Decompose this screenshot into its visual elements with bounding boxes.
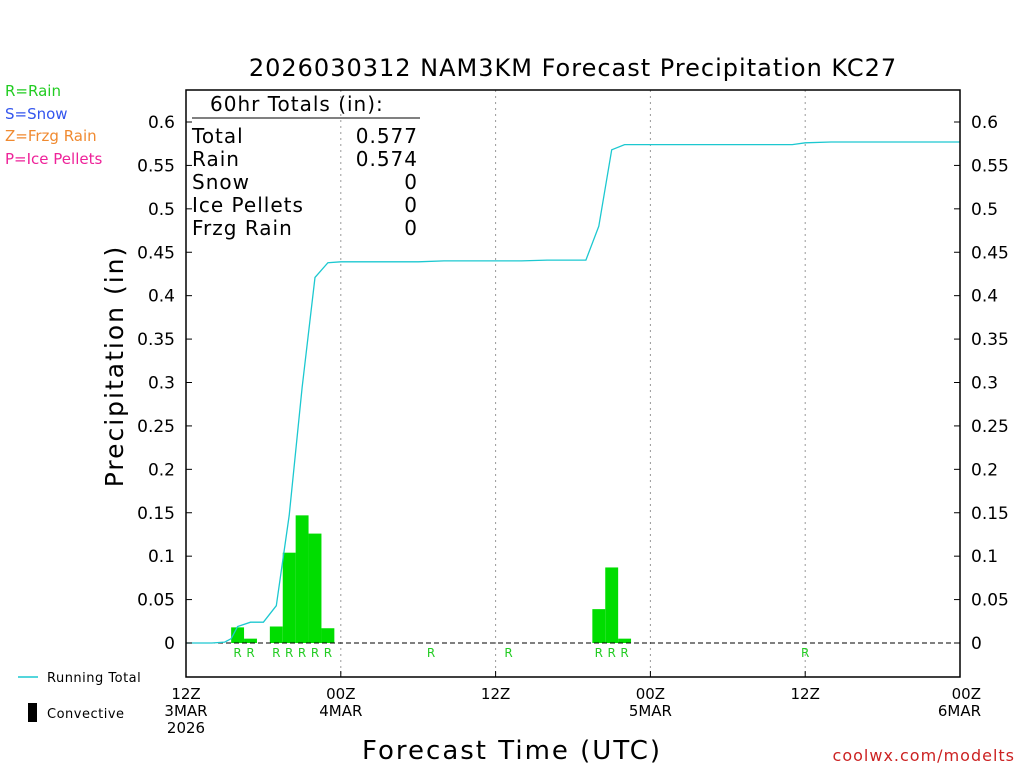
x-tick-label-12h-1: 4MAR xyxy=(319,702,362,720)
x-tick-label-0h-0: 12Z xyxy=(171,685,200,703)
totals-heading: 60hr Totals (in): xyxy=(210,92,384,116)
totals-value-snow: 0 xyxy=(404,170,418,194)
x-axis-label: Forecast Time (UTC) xyxy=(362,736,662,766)
legend-frzg-rain: Z=Frzg Rain xyxy=(5,127,97,145)
y-tick-label-left-0.05: 0.05 xyxy=(137,591,175,611)
x-tick-label-0h-1: 3MAR xyxy=(164,702,207,720)
precip-type-mark-25h: R xyxy=(504,646,512,660)
y-tick-label-right-0: 0 xyxy=(971,634,982,654)
y-tick-label-left-0.6: 0.6 xyxy=(148,113,175,133)
precip-bar-34h xyxy=(618,638,632,643)
precip-type-mark-19h: R xyxy=(427,646,435,660)
x-tick-label-48h-0: 12Z xyxy=(791,685,820,703)
y-tick-label-right-0.1: 0.1 xyxy=(971,547,998,567)
y-tick-label-left-0.55: 0.55 xyxy=(137,156,175,176)
totals-label-rain: Rain xyxy=(192,147,240,171)
precip-bar-10h xyxy=(308,533,322,643)
bar-series xyxy=(231,515,632,643)
y-tick-label-left-0.35: 0.35 xyxy=(137,330,175,350)
credit-text: coolwx.com/modelts xyxy=(833,746,1015,765)
y-axis-label: Precipitation (in) xyxy=(100,245,129,488)
y-tick-label-left-0.4: 0.4 xyxy=(148,287,175,307)
y-tick-label-left-0.15: 0.15 xyxy=(137,504,175,524)
x-tick-label-60h-0: 00Z xyxy=(952,685,981,703)
totals-label-snow: Snow xyxy=(192,170,250,194)
y-ticks-right: 0 0.05 0.1 0.15 0.2 0.25 0.3 0.35 0.4 0.45 0.5 0.55… xyxy=(954,113,1009,654)
precip-type-mark-5h: R xyxy=(246,646,254,660)
totals-value-total: 0.577 xyxy=(356,124,418,148)
precip-bar-33h xyxy=(605,567,619,643)
legend-rain: R=Rain xyxy=(5,82,61,100)
x-tick-label-0h-2: 2026 xyxy=(167,719,205,737)
plot-frame xyxy=(185,89,961,678)
x-tick-label-60h-1: 6MAR xyxy=(938,702,981,720)
precip-type-mark-4h: R xyxy=(233,646,241,660)
precip-bar-32h xyxy=(592,609,606,643)
totals-value-frzg-rain: 0 xyxy=(404,216,418,240)
totals-box: 60hr Totals (in): Total 0.577 Rain 0.574… xyxy=(191,92,420,240)
legend-running-total: Running Total xyxy=(47,671,141,686)
y-tick-label-right-0.05: 0.05 xyxy=(971,591,1009,611)
y-tick-label-right-0.15: 0.15 xyxy=(971,504,1009,524)
legend-convective: Convective xyxy=(47,707,125,722)
precip-type-mark-34h: R xyxy=(620,646,628,660)
y-tick-label-left-0.5: 0.5 xyxy=(148,200,175,220)
y-tick-label-left-0.25: 0.25 xyxy=(137,417,175,437)
precip-type-mark-48h: R xyxy=(801,646,809,660)
totals-label-total: Total xyxy=(191,124,244,148)
y-tick-label-left-0.45: 0.45 xyxy=(137,243,175,263)
chart-title: 2026030312 NAM3KM Forecast Precipitation… xyxy=(249,54,897,82)
precip-bar-9h xyxy=(295,515,309,643)
y-tick-label-right-0.25: 0.25 xyxy=(971,417,1009,437)
y-tick-label-left-0.2: 0.2 xyxy=(148,460,175,480)
precip-type-mark-8h: R xyxy=(285,646,293,660)
precip-bar-5h xyxy=(244,638,257,643)
y-tick-label-right-0.45: 0.45 xyxy=(971,243,1009,263)
legend-snow: S=Snow xyxy=(5,105,68,123)
y-tick-label-left-0: 0 xyxy=(164,634,175,654)
x-tick-label-12h-0: 00Z xyxy=(326,685,355,703)
precip-type-mark-10h: R xyxy=(311,646,319,660)
y-tick-label-right-0.4: 0.4 xyxy=(971,287,998,307)
precip-type-legend: R=Rain S=Snow Z=Frzg Rain P=Ice Pellets xyxy=(5,82,102,168)
totals-label-ice-pellets: Ice Pellets xyxy=(192,193,304,217)
x-tick-label-24h-0: 12Z xyxy=(481,685,510,703)
precip-bar-8h xyxy=(282,552,296,643)
y-tick-label-right-0.3: 0.3 xyxy=(971,374,998,394)
totals-label-frzg-rain: Frzg Rain xyxy=(192,216,293,240)
precip-type-mark-7h: R xyxy=(272,646,280,660)
grid-lines xyxy=(340,90,806,677)
precip-type-mark-32h: R xyxy=(595,646,603,660)
y-tick-label-right-0.5: 0.5 xyxy=(971,200,998,220)
totals-value-rain: 0.574 xyxy=(356,147,418,171)
totals-value-ice-pellets: 0 xyxy=(404,193,418,217)
y-tick-label-left-0.3: 0.3 xyxy=(148,374,175,394)
precip-type-mark-11h: R xyxy=(324,646,332,660)
y-tick-label-left-0.1: 0.1 xyxy=(148,547,175,567)
y-tick-label-right-0.55: 0.55 xyxy=(971,156,1009,176)
precip-type-mark-33h: R xyxy=(608,646,616,660)
legend-ice-pellets: P=Ice Pellets xyxy=(5,150,102,168)
legend-convective-swatch xyxy=(28,703,37,722)
precip-type-mark-9h: R xyxy=(298,646,306,660)
y-ticks-left: 0 0.05 0.1 0.15 0.2 0.25 0.3 0.35 0.4 0.45 0.5 0.55… xyxy=(137,113,192,654)
precip-bar-7h xyxy=(269,626,283,643)
x-tick-label-36h-0: 00Z xyxy=(636,685,665,703)
y-tick-label-right-0.35: 0.35 xyxy=(971,330,1009,350)
y-tick-label-right-0.6: 0.6 xyxy=(971,113,998,133)
x-tick-label-36h-1: 5MAR xyxy=(629,702,672,720)
precip-bar-11h xyxy=(321,628,335,643)
y-tick-label-right-0.2: 0.2 xyxy=(971,460,998,480)
series-legend: Running Total Convective xyxy=(18,671,141,722)
running-total-series xyxy=(186,141,960,644)
running-total-line xyxy=(186,141,960,644)
